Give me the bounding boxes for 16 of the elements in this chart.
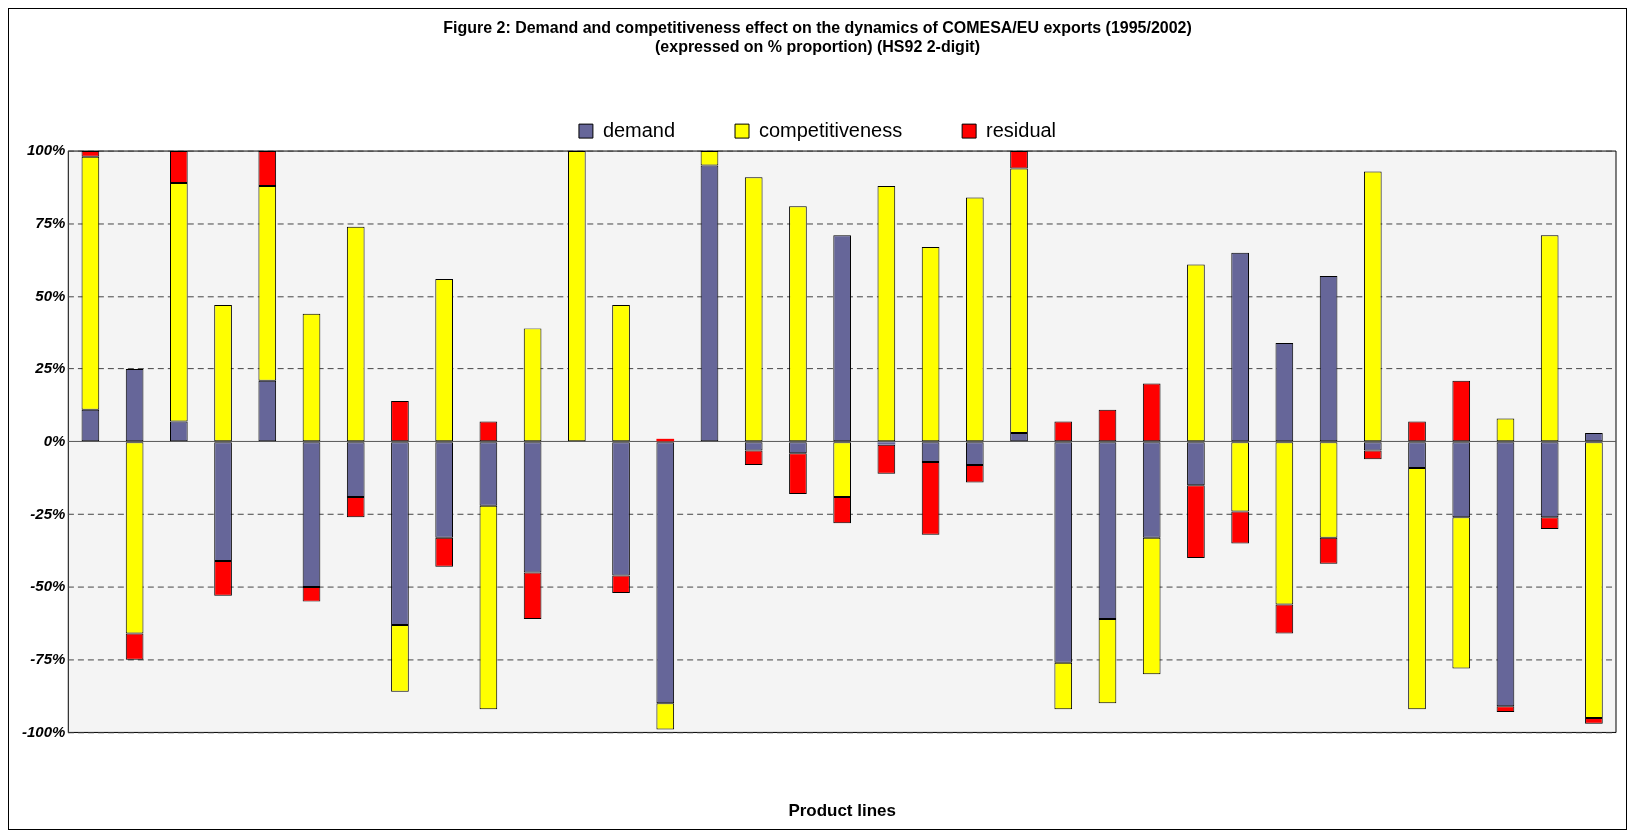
- y-tick-label: -25%: [30, 504, 66, 522]
- y-tick-label: -100%: [21, 722, 66, 740]
- legend-label: competitiveness: [758, 118, 903, 141]
- y-tick-label: 75%: [35, 213, 66, 231]
- bar: [877, 442, 896, 445]
- y-tick-label: -75%: [30, 649, 66, 667]
- y-tick-label: 25%: [34, 359, 66, 377]
- y-tick-label: 100%: [26, 141, 66, 159]
- y-tick-label: 50%: [35, 286, 66, 304]
- y-tick-label: 0%: [43, 431, 66, 449]
- x-axis-title: Product lines: [788, 800, 896, 820]
- text: (expressed on % proportion) (HS92 2-digit): [655, 38, 980, 56]
- legend-label: residual: [986, 118, 1057, 141]
- text: Figure 2: Demand and competitiveness effect on the dynamics of COMESA/EU exports (1995/2002): [443, 18, 1192, 36]
- y-tick-label: -50%: [30, 577, 66, 595]
- legend-label: demand: [602, 118, 676, 141]
